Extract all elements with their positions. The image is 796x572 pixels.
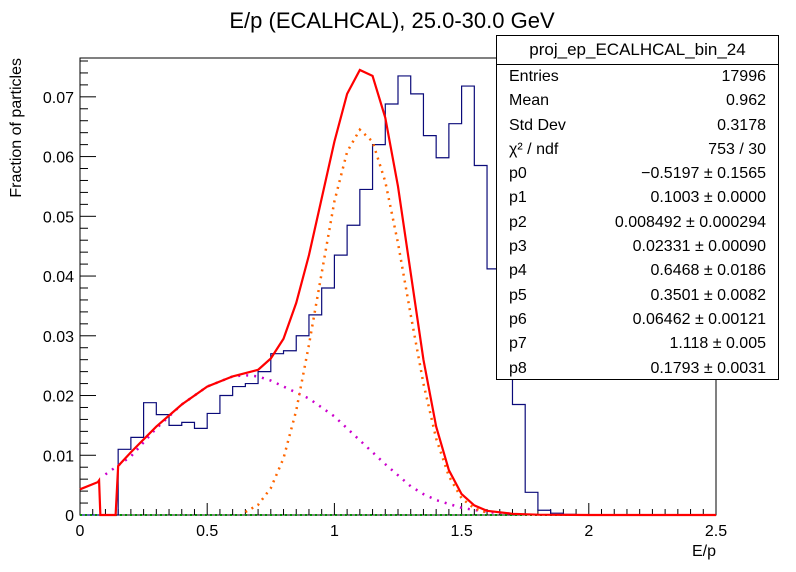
stats-rows: Entries 17996 Mean 0.962 Std Dev 0.3178 χ² / n… [497,65,778,381]
stats-row: p2 0.008492 ± 0.000294 [497,211,778,235]
x-tick-label: 0 [76,523,85,540]
stats-row: p8 0.1793 ± 0.0031 [497,357,778,381]
histogram-series [80,75,716,516]
y-axis-label: Fraction of particles [8,58,25,198]
stats-box: proj_ep_ECALHCAL_bin_24 Entries 17996 Mean… [496,35,779,380]
stats-label: p5 [509,286,527,304]
x-tick-label: 1 [330,523,339,540]
stats-value: 753 / 30 [708,140,766,158]
stats-label: p1 [509,189,527,207]
chart-title: E/p (ECALHCAL), 25.0-30.0 GeV [229,8,555,33]
fit-tail-line [104,373,513,516]
data-marks [79,68,716,517]
stats-label: p3 [509,238,527,256]
stats-label: p4 [509,262,527,280]
y-tick-label: 0.07 [43,90,74,107]
x-tick-label: 2 [584,523,593,540]
stats-row: p6 0.06462 ± 0.00121 [497,308,778,332]
stats-label: p2 [509,213,527,231]
y-tick-label: 0 [65,508,74,525]
stats-value: 0.3178 [717,116,766,134]
y-tick-label: 0.02 [43,389,74,406]
stats-label: Entries [509,68,559,85]
stats-label: p6 [509,310,527,328]
y-tick-label: 0.06 [43,150,74,167]
stats-value: 0.3501 ± 0.0082 [650,286,766,304]
stats-value: −0.5197 ± 0.1565 [641,165,766,183]
stats-row: p4 0.6468 ± 0.0186 [497,259,778,283]
stats-value: 17996 [721,68,767,85]
stats-title: proj_ep_ECALHCAL_bin_24 [497,36,778,65]
stats-label: p7 [509,335,527,353]
stats-row: p3 0.02331 ± 0.00090 [497,235,778,259]
stats-value: 0.06462 ± 0.00121 [632,310,766,328]
stats-label: Mean [509,92,550,110]
x-tick-label: 1.5 [450,523,472,540]
stats-row: Std Dev 0.3178 [497,114,778,138]
stats-row: Entries 17996 [497,65,778,89]
stats-value: 1.118 ± 0.005 [669,335,766,353]
stats-row: Mean 0.962 [497,89,778,113]
stats-row: p0 −0.5197 ± 0.1565 [497,162,778,186]
stats-label: χ² / ndf [509,140,559,158]
stats-value: 0.962 [725,92,766,110]
stats-label: Std Dev [509,116,566,134]
stats-value: 0.1793 ± 0.0031 [650,359,766,377]
y-tick-label: 0.04 [43,269,74,286]
stats-row: χ² / ndf 753 / 30 [497,138,778,162]
fit-total-line [79,68,716,517]
stats-value: 0.02331 ± 0.00090 [632,238,766,256]
stats-value: 0.6468 ± 0.0186 [650,262,766,280]
stats-label: p0 [509,165,527,183]
stats-row: p1 0.1003 ± 0.0000 [497,186,778,210]
y-tick-label: 0.01 [43,448,74,465]
x-tick-label: 2.5 [705,523,727,540]
x-tick-label: 0.5 [196,523,218,540]
stats-row: p5 0.3501 ± 0.0082 [497,284,778,308]
stats-row: p7 1.118 ± 0.005 [497,332,778,356]
y-tick-label: 0.03 [43,329,74,346]
x-axis-label: E/p [692,543,716,560]
stats-value: 0.1003 ± 0.0000 [650,189,766,207]
stats-label: p8 [509,359,527,377]
y-tick-label: 0.05 [43,209,74,226]
fit-gauss-line [244,127,488,514]
stats-value: 0.008492 ± 0.000294 [614,213,766,231]
